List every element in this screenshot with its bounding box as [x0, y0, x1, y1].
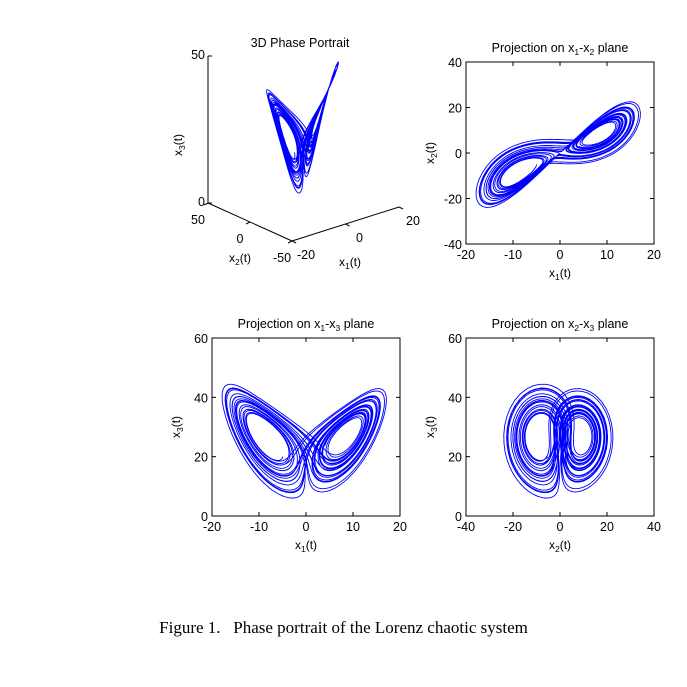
figure-caption: Figure 1. Phase portrait of the Lorenz c…	[159, 618, 528, 637]
x-tick-label: -10	[250, 520, 268, 534]
x-tick-label: 40	[647, 520, 661, 534]
x-axis-label: x1(t)	[295, 538, 317, 554]
axes-box	[465, 61, 655, 245]
y-tick-label: 0	[201, 510, 208, 524]
y-axis-label: x3(t)	[423, 416, 439, 438]
x-tick-label: 0	[303, 520, 310, 534]
panel-2: -20 -10 0 10 20 0 20 40 60 Projection on x1-x3 pl…	[169, 317, 407, 554]
y-tick-label: -50	[273, 251, 291, 265]
x-tick-label: -10	[504, 248, 522, 262]
trajectory-line	[221, 383, 387, 499]
panel-title: Projection on x1-x3 plane	[238, 317, 375, 333]
y-tick-label: -20	[444, 193, 462, 207]
y-tick-label: 20	[194, 451, 208, 465]
x-tick-label: -20	[203, 520, 221, 534]
x-tick-mark	[291, 240, 297, 244]
y-tick-label: 0	[455, 510, 462, 524]
y-tick-label: 40	[448, 391, 462, 405]
panel-title: Projection on x1-x2 plane	[492, 41, 629, 57]
y-tick-label: -40	[444, 238, 462, 252]
y-axis-label: x3(t)	[169, 416, 185, 438]
x-tick-label: 20	[406, 214, 420, 228]
y-tick-label: 0	[455, 147, 462, 161]
x-tick-label: 10	[600, 248, 614, 262]
trajectory-line	[503, 383, 614, 499]
trajectory-line	[266, 61, 339, 194]
y-axis-label: x2(t)	[423, 142, 439, 164]
z-tick-label: 50	[191, 48, 205, 62]
panel-title: Projection on x2-x3 plane	[492, 317, 629, 333]
z-tick-label: 0	[198, 195, 205, 209]
panel-title: 3D Phase Portrait	[251, 36, 350, 50]
y-tick-label: 20	[448, 102, 462, 116]
panel-3: -40 -20 0 20 40 0 20 40 60 Projection on x2-x3 pl…	[423, 317, 661, 554]
x-tick-label: 0	[557, 520, 564, 534]
trajectory-line	[475, 101, 641, 208]
y-tick-label: 20	[448, 451, 462, 465]
x-tick-mark	[345, 223, 350, 227]
x-tick-mark	[398, 206, 404, 210]
y-tick-label: 50	[191, 213, 205, 227]
x-axis-label: x1(t)	[549, 266, 571, 282]
x-tick-label: 20	[600, 520, 614, 534]
y-tick-label: 40	[194, 391, 208, 405]
x-axis-label: x2(t)	[549, 538, 571, 554]
y-tick-mark	[245, 221, 251, 225]
y-tick-label: 60	[194, 332, 208, 346]
x-tick-label: 20	[647, 248, 661, 262]
x-tick-label: -20	[504, 520, 522, 534]
y-tick-label: 0	[237, 232, 244, 246]
panel-3d: -20 0 20 -50 0 50 0 50 3D Phase Portrait x1(t) x2(…	[171, 36, 420, 271]
y-axis-label: x2(t)	[229, 251, 251, 267]
x-tick-label: -40	[457, 520, 475, 534]
z-axis-label: x3(t)	[171, 134, 187, 156]
x-axis-label: x1(t)	[339, 255, 361, 271]
y-tick-mark	[287, 240, 293, 244]
y-tick-label: 40	[448, 56, 462, 70]
x-tick-label: -20	[457, 248, 475, 262]
x-tick-label: -20	[297, 248, 315, 262]
x-tick-label: 20	[393, 520, 407, 534]
x-tick-label: 0	[356, 231, 363, 245]
y-tick-label: 60	[448, 332, 462, 346]
x-tick-label: 10	[346, 520, 360, 534]
x-tick-label: 0	[557, 248, 564, 262]
y-tick-mark	[203, 202, 209, 206]
